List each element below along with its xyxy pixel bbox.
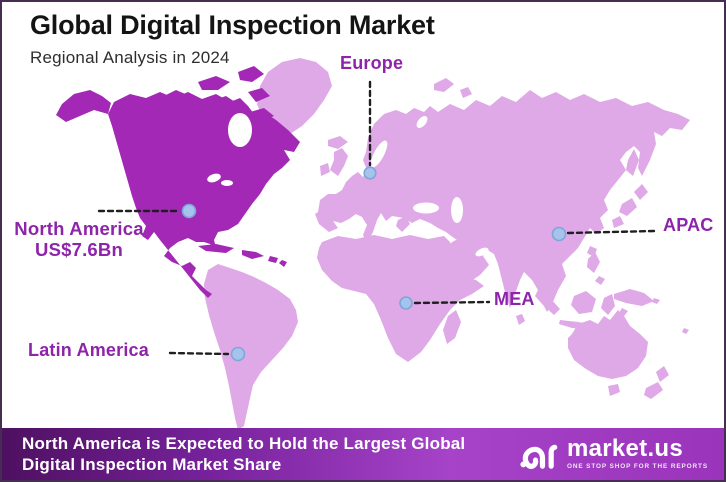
- marketus-logo-icon: [520, 444, 558, 469]
- leader-lines: [97, 80, 656, 356]
- label-mea: MEA: [494, 289, 535, 309]
- marker-apac: [551, 226, 567, 242]
- label-north-america-value: US$7.6Bn: [35, 239, 123, 260]
- leader-latin-america: [168, 351, 230, 356]
- label-apac: APAC: [663, 215, 714, 235]
- marker-europe: [363, 166, 377, 180]
- label-latin-america: Latin America: [28, 340, 149, 360]
- region-rest-of-world: [204, 58, 690, 430]
- banner-text: North America is Expected to Hold the La…: [22, 433, 465, 476]
- bottom-banner: North America is Expected to Hold the La…: [2, 428, 724, 480]
- page-subtitle: Regional Analysis in 2024: [30, 48, 230, 67]
- banner-line2: Digital Inspection Market Share: [22, 455, 282, 474]
- label-north-america-name: North America: [14, 218, 144, 239]
- marker-north-america: [181, 203, 197, 219]
- page-title: Global Digital Inspection Market: [30, 10, 435, 40]
- markers: [181, 166, 567, 362]
- marker-latin-america: [230, 346, 246, 362]
- banner-line1: North America is Expected to Hold the La…: [22, 433, 466, 453]
- leader-mea: [413, 300, 491, 305]
- leader-apac: [566, 229, 656, 235]
- label-north-america: North America US$7.6Bn: [6, 218, 152, 260]
- marketus-logo: market.us ONE STOP SHOP FOR THE REPORTS: [519, 436, 708, 472]
- label-europe: Europe: [340, 53, 404, 73]
- logo-tagline: ONE STOP SHOP FOR THE REPORTS: [566, 463, 708, 471]
- inland-water: [207, 113, 489, 257]
- logo-name: market.us: [566, 435, 684, 463]
- marker-mea: [399, 296, 413, 310]
